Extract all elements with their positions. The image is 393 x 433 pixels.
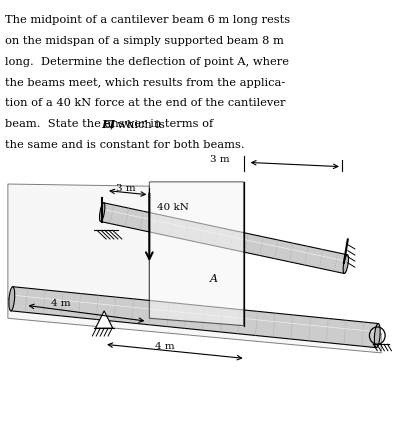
Polygon shape	[149, 182, 244, 326]
Text: The midpoint of a cantilever beam 6 m long rests: The midpoint of a cantilever beam 6 m lo…	[5, 15, 290, 25]
Text: 3 m: 3 m	[210, 155, 230, 164]
Text: long.  Determine the deflection of point A, where: long. Determine the deflection of point …	[5, 57, 289, 67]
Text: 4 m: 4 m	[51, 299, 71, 307]
Text: beam.  State the answer in terms of: beam. State the answer in terms of	[5, 119, 217, 129]
Polygon shape	[8, 184, 149, 310]
Ellipse shape	[375, 323, 380, 348]
Text: 3 m: 3 m	[116, 184, 136, 193]
Text: on the midspan of a simply supported beam 8 m: on the midspan of a simply supported bea…	[5, 36, 284, 46]
Polygon shape	[11, 287, 378, 348]
Text: EI: EI	[101, 119, 115, 130]
Text: the beams meet, which results from the applica-: the beams meet, which results from the a…	[5, 78, 285, 87]
Polygon shape	[101, 203, 347, 274]
Polygon shape	[95, 311, 113, 328]
Text: 4 m: 4 m	[155, 342, 175, 351]
Text: A: A	[210, 274, 218, 284]
Ellipse shape	[99, 203, 105, 222]
Polygon shape	[8, 299, 381, 353]
Text: tion of a 40 kN force at the end of the cantilever: tion of a 40 kN force at the end of the …	[5, 98, 286, 108]
Ellipse shape	[9, 287, 15, 311]
Ellipse shape	[343, 255, 349, 274]
Text: , which is: , which is	[110, 119, 165, 129]
Text: the same and is constant for both beams.: the same and is constant for both beams.	[5, 140, 245, 150]
Text: 40 kN: 40 kN	[157, 204, 189, 212]
